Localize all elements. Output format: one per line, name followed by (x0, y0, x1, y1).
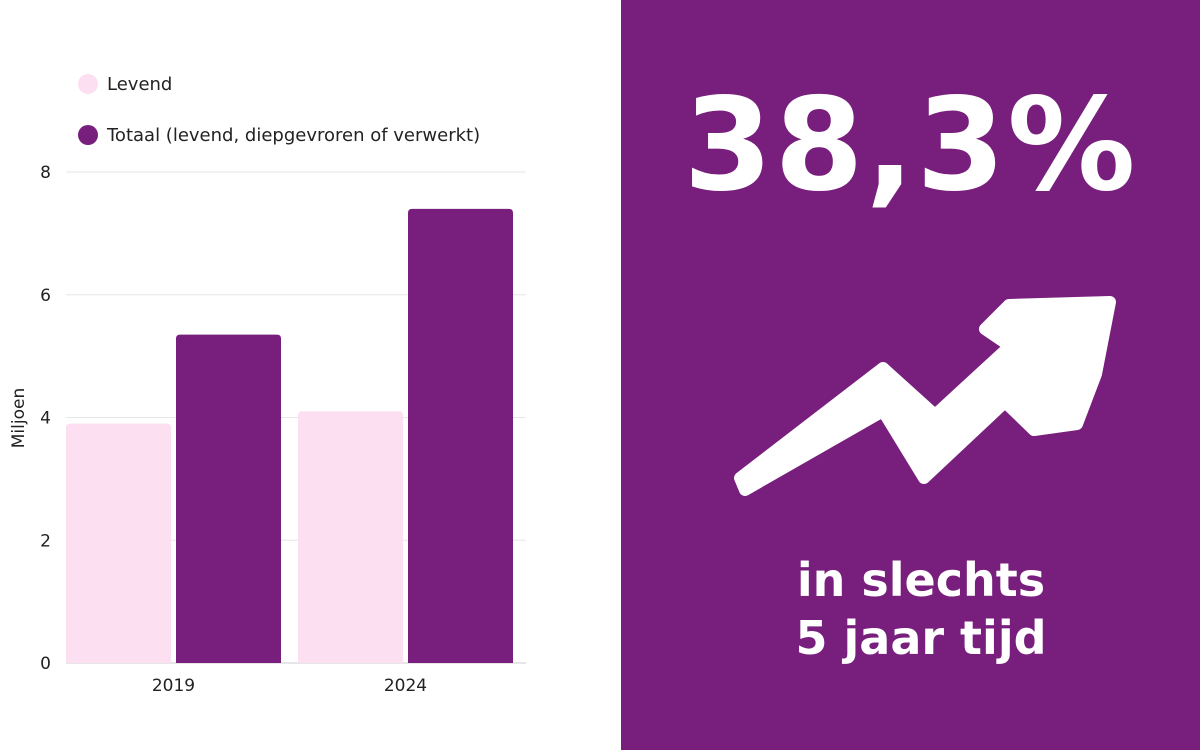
y-tick-label: 0 (40, 654, 51, 674)
y-axis-label: Miljoen (9, 388, 29, 448)
legend-label-levend: Levend (107, 73, 173, 95)
trend-arrow-shape (734, 296, 1116, 496)
y-tick-label: 8 (40, 163, 51, 183)
x-tick-label: 2024 (384, 676, 427, 696)
bar-totaal-2019 (176, 334, 281, 663)
chart-panel: Levend Totaal (levend, diepgevroren of v… (9, 72, 526, 696)
bar-chart: 0 2 4 6 8 Miljoen 2019 2024 (9, 163, 526, 696)
y-tick-label: 6 (40, 286, 51, 306)
stat-panel: 38,3% in slechts 5 jaar tijd (621, 0, 1200, 750)
caption-line-1: in slechts (796, 553, 1046, 607)
legend-swatch-totaal (78, 125, 98, 145)
growth-percentage: 38,3% (683, 71, 1138, 220)
caption-line-2: 5 jaar tijd (795, 610, 1047, 665)
caption: in slechts 5 jaar tijd (621, 552, 1200, 667)
y-tick-label: 2 (40, 531, 51, 551)
legend-item-totaal: Totaal (levend, diepgevroren of verwerkt… (78, 123, 480, 147)
bar-totaal-2024 (408, 208, 513, 663)
trend-up-arrow-icon (734, 296, 1116, 496)
bar-levend-2019 (66, 423, 171, 663)
y-tick-label: 4 (40, 409, 51, 429)
legend-swatch-levend (78, 74, 98, 94)
legend-label-totaal: Totaal (levend, diepgevroren of verwerkt… (107, 124, 481, 146)
bar-levend-2024 (298, 411, 403, 663)
x-tick-label: 2019 (152, 676, 195, 696)
legend-item-levend: Levend (78, 72, 172, 96)
